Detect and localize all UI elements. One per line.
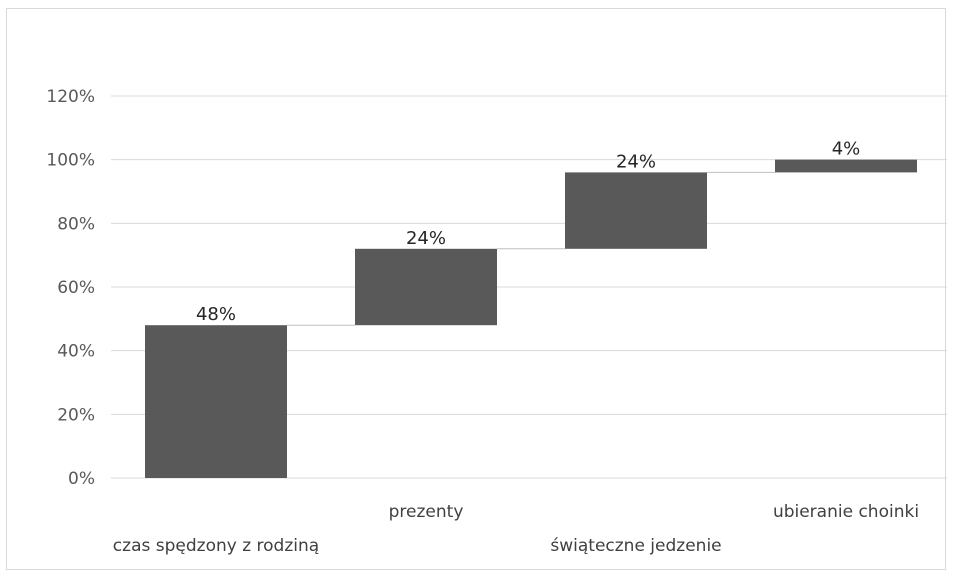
bar (565, 172, 707, 249)
data-label: 24% (406, 228, 446, 249)
bars (145, 159, 917, 478)
category-label: ubieranie choinki (773, 502, 919, 522)
category-label: świąteczne jedzenie (550, 536, 721, 556)
y-tick-label: 0% (68, 469, 95, 489)
y-tick-label: 40% (57, 342, 95, 362)
y-tick-label: 60% (57, 278, 95, 298)
data-label: 48% (196, 304, 236, 325)
y-axis-ticks: 0% 20% 40% 60% 80% 100% 120% (46, 87, 95, 489)
bar (775, 159, 917, 173)
bar (145, 325, 287, 478)
data-labels: 48% 24% 24% 4% (196, 139, 860, 326)
y-tick-label: 100% (46, 151, 95, 171)
data-label: 24% (616, 151, 656, 172)
category-label: czas spędzony z rodziną (113, 536, 319, 556)
y-tick-label: 120% (46, 87, 95, 107)
connectors (287, 171, 775, 326)
waterfall-chart: 48% 24% 24% 4% 0% 20% 40% 60% 80% 100% 120% czas … (46, 87, 947, 556)
data-label: 4% (832, 139, 861, 160)
category-label: prezenty (389, 502, 464, 522)
bar (355, 248, 497, 326)
chart-frame: 48% 24% 24% 4% 0% 20% 40% 60% 80% 100% 120% czas … (6, 8, 947, 570)
y-tick-label: 20% (57, 405, 95, 425)
y-tick-label: 80% (57, 214, 95, 234)
x-axis-categories: czas spędzony z rodziną prezenty świąteczn… (113, 502, 919, 556)
